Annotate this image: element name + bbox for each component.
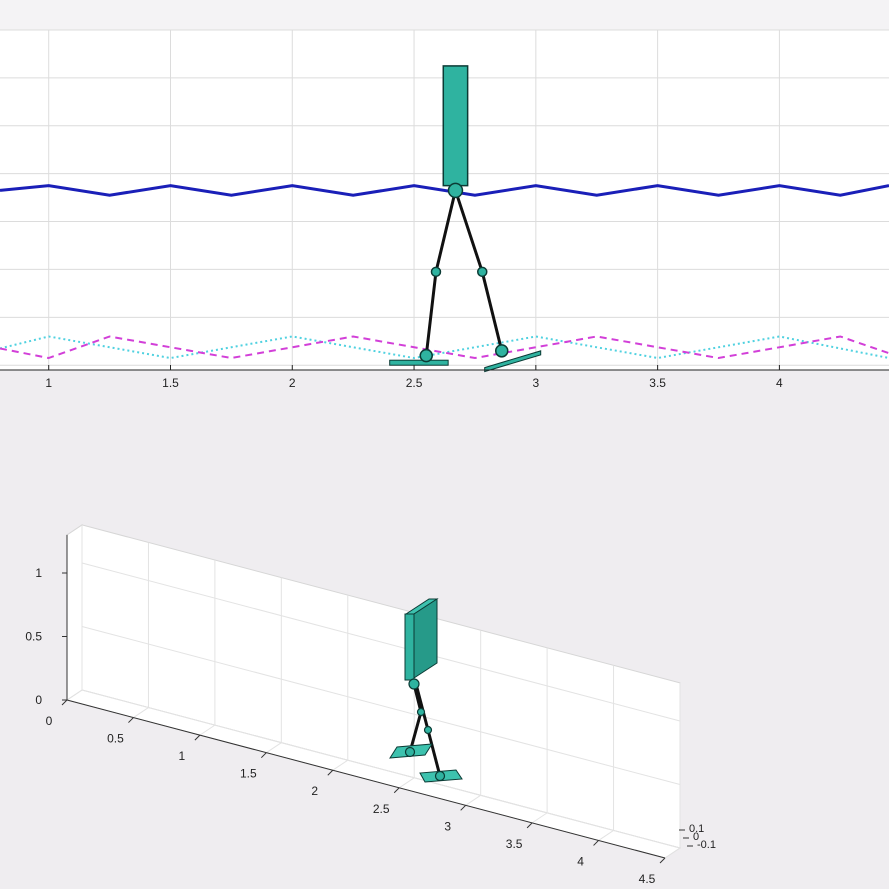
torso (442, 65, 469, 187)
y-tick-label: 0 (693, 831, 699, 843)
right-ankle-joint (434, 770, 446, 782)
x-axis-line (66, 699, 666, 859)
y-tick-label: 0.1 (689, 823, 704, 835)
grid-line-floor (398, 777, 415, 789)
walker-3d (389, 598, 463, 783)
x-tick-mark (593, 840, 599, 846)
left-knee-joint (416, 707, 426, 717)
z-tick-label: 0 (35, 693, 42, 707)
torso-front (404, 613, 415, 681)
x-tick-label: 1.5 (162, 376, 179, 390)
x-tick-label: 0 (46, 714, 53, 728)
left-ankle-joint (404, 746, 416, 758)
side-view-chart: 1 1.5 2 2.5 3 3.5 4 (0, 0, 889, 390)
toolbar-strip (0, 0, 889, 30)
x-tick-mark (260, 752, 267, 759)
grid-line-floor (199, 724, 216, 736)
hip-trajectory-line (0, 184, 889, 197)
grid-line-floor (133, 707, 149, 718)
grid-line-floor (664, 847, 681, 859)
x-tick-label: 1 (45, 376, 52, 390)
foot-dotted-line (0, 335, 889, 360)
x-tick-mark (659, 857, 666, 864)
back-wall (81, 524, 681, 849)
y-tick-label: -0.1 (697, 839, 716, 851)
right-knee-joint (423, 725, 433, 735)
grid-line-floor (531, 812, 548, 824)
x-tick-label: 3.5 (506, 837, 523, 851)
x-tick-label: 4 (577, 854, 584, 868)
x-tick-mark (327, 769, 334, 776)
grid-line-floor (332, 759, 349, 771)
trajectory-series (0, 184, 889, 360)
hip-joint (447, 182, 464, 199)
x-tick-label: 2 (311, 784, 318, 798)
right-ankle-joint (494, 344, 509, 358)
x-tick-label: 4.5 (639, 872, 656, 886)
x-tick-label: 3 (532, 376, 539, 390)
x-tick-label: 2.5 (373, 802, 390, 816)
left-ankle-joint (419, 348, 433, 363)
left-foot (389, 359, 449, 366)
grid-line-horizontal (81, 562, 681, 722)
x-tick-label: 1.5 (240, 767, 257, 781)
x-axis-ticks: 1 1.5 2 2.5 3 3.5 4 (45, 365, 783, 390)
grid-line-horizontal (81, 626, 681, 785)
right-knee-joint (477, 266, 488, 278)
side-wall (66, 523, 83, 701)
x-tick-label: 0.5 (107, 732, 124, 746)
grid-line-floor (598, 830, 614, 841)
grid-line-floor (266, 742, 282, 754)
left-knee-joint (430, 266, 442, 278)
z-tick-label: 0.5 (25, 630, 42, 644)
z-tick-label: 1 (35, 566, 42, 580)
grid-line-floor (66, 689, 83, 701)
x-tick-label: 3.5 (649, 376, 666, 390)
x-tick-mark (61, 699, 68, 706)
x-tick-label: 3 (444, 819, 451, 833)
x-tick-mark (393, 787, 400, 794)
x-tick-label: 1 (179, 749, 186, 763)
x-tick-mark (128, 717, 134, 723)
x-tick-mark (460, 804, 467, 811)
hip-joint (408, 678, 420, 690)
x-tick-label: 2 (289, 376, 296, 390)
x-tick-mark (526, 822, 533, 829)
grid-line-horizontal (81, 689, 681, 849)
x-tick-label: 2.5 (406, 376, 423, 390)
x-tick-mark (194, 734, 201, 741)
walker-side (389, 65, 542, 373)
x-tick-label: 4 (776, 376, 783, 390)
foot-dashed-line (0, 335, 889, 360)
grid-line-floor (465, 794, 481, 806)
